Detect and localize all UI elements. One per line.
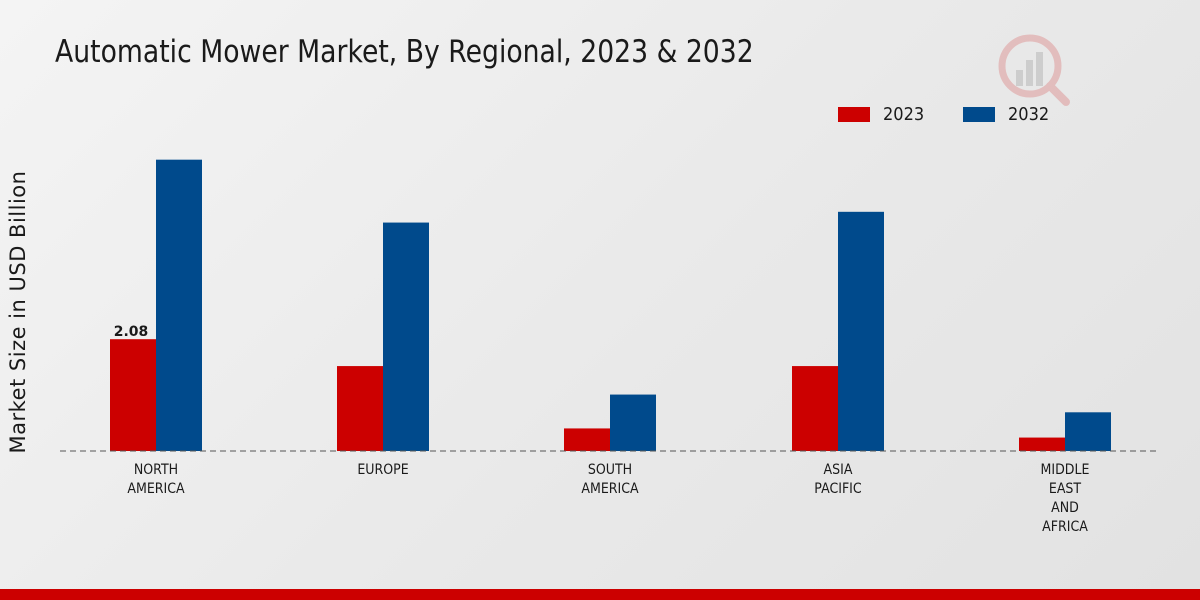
x-tick-label: AMERICA	[127, 481, 184, 497]
chart-legend: 2023 2032	[838, 104, 1088, 125]
legend-swatch-2023	[838, 107, 870, 122]
brand-logo-icon	[998, 34, 1070, 106]
bar-2032	[156, 159, 202, 452]
bar-2032	[383, 222, 429, 451]
x-tick-label: AND	[1051, 500, 1079, 516]
x-tick-label: EAST	[1049, 481, 1082, 497]
x-tick-label: AFRICA	[1042, 519, 1088, 535]
x-tick-label: NORTH	[134, 462, 178, 478]
bottom-accent-bar	[0, 589, 1200, 600]
legend-item-2032: 2032	[962, 104, 1054, 125]
data-label: 2.08	[114, 324, 149, 340]
bar-2023	[564, 428, 610, 451]
x-tick-label: PACIFIC	[814, 481, 861, 497]
bar-2023	[792, 366, 838, 451]
legend-label-2023: 2023	[883, 104, 925, 125]
legend-swatch-2032	[962, 107, 995, 122]
bar-2032	[610, 394, 656, 451]
bar-2023	[110, 339, 156, 451]
x-tick-label: EUROPE	[357, 462, 408, 478]
legend-item-2023: 2023	[838, 104, 929, 125]
x-tick-label: AMERICA	[581, 481, 638, 497]
chart-title: Automatic Mower Market, By Regional, 202…	[55, 34, 754, 70]
bar-2032	[1065, 412, 1111, 451]
bar-2023	[337, 366, 383, 451]
x-tick-label: ASIA	[824, 462, 853, 478]
bar-2023	[1019, 437, 1065, 451]
x-tick-label: SOUTH	[588, 462, 632, 478]
bar-2032	[838, 211, 884, 451]
legend-label-2032: 2032	[1007, 104, 1050, 125]
x-tick-label: MIDDLE	[1041, 462, 1090, 478]
